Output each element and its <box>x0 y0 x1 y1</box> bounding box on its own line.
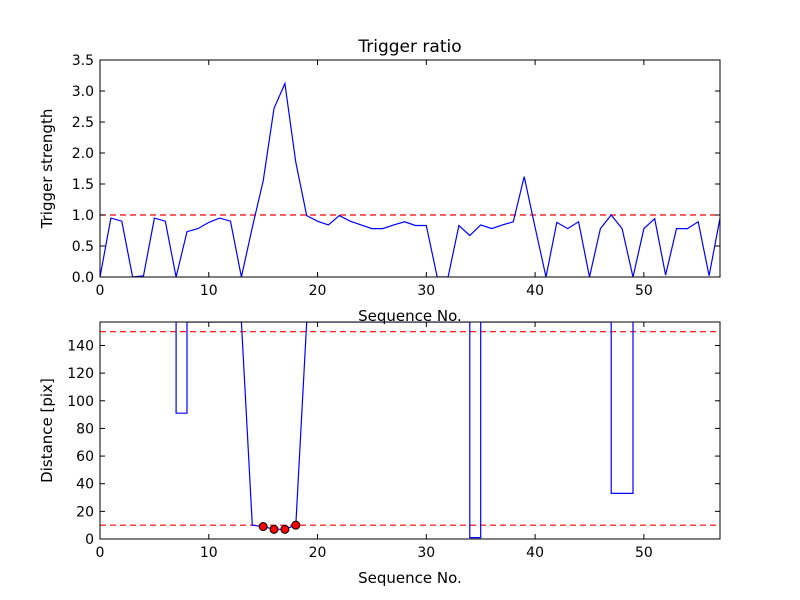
data-point-marker <box>269 524 279 534</box>
x-tick-label: 30 <box>417 283 435 299</box>
x-tick-label: 20 <box>309 545 327 561</box>
series-line-1 <box>175 322 634 539</box>
x-tick-label: 40 <box>526 545 544 561</box>
y-tick-label: 0.0 <box>72 270 94 286</box>
x-tick-label: 50 <box>635 283 653 299</box>
x-tick-label: 50 <box>635 545 653 561</box>
series-line-1 <box>100 81 720 277</box>
y-tick-label: 3.5 <box>72 53 94 69</box>
plot-area <box>100 322 720 539</box>
y-tick-label: 1.5 <box>72 177 94 193</box>
data-point-marker <box>280 524 290 534</box>
y-tick-label: 140 <box>67 338 94 354</box>
axes-frame <box>99 59 721 278</box>
subplot-2: 0 10 20 30 40 50 0 20 40 60 80 100 120 140 Sequence No… <box>38 321 721 587</box>
y-tick-label: 1.0 <box>72 208 94 224</box>
x-axis-label: Sequence No. <box>358 569 462 587</box>
x-tick-label: 40 <box>526 283 544 299</box>
y-tick-label: 2.0 <box>72 146 94 162</box>
y-tick-label: 20 <box>76 504 94 520</box>
y-tick-label: 100 <box>67 394 94 410</box>
x-tick-label: 0 <box>96 545 105 561</box>
subplot-1: 0 10 20 30 40 50 0.0 0.5 1.0 1.5 2.0 2.5 3.0 3.5 Seque… <box>38 37 721 325</box>
x-tick-label: 20 <box>309 283 327 299</box>
y-tick-label: 0 <box>85 532 94 548</box>
axes-frame <box>99 321 721 540</box>
y-tick-label: 0.5 <box>72 239 94 255</box>
y-tick-label: 3.0 <box>72 84 94 100</box>
plot-area <box>100 81 720 277</box>
data-point-marker <box>258 522 268 532</box>
x-tick-label: 10 <box>200 545 218 561</box>
y-tick-label: 60 <box>76 449 94 465</box>
x-tick-label: 0 <box>96 283 105 299</box>
y-tick-label: 80 <box>76 421 94 437</box>
y-tick-label: 2.5 <box>72 115 94 131</box>
y-axis-label: Trigger strength <box>38 109 56 230</box>
y-tick-label: 120 <box>67 366 94 382</box>
chart-title: Trigger ratio <box>357 37 461 57</box>
y-tick-label: 40 <box>76 477 94 493</box>
x-axis-label: Sequence No. <box>358 307 462 325</box>
x-tick-label: 30 <box>417 545 435 561</box>
data-point-marker <box>291 520 301 530</box>
y-axis-label: Distance [pix] <box>38 378 56 483</box>
x-tick-label: 10 <box>200 283 218 299</box>
